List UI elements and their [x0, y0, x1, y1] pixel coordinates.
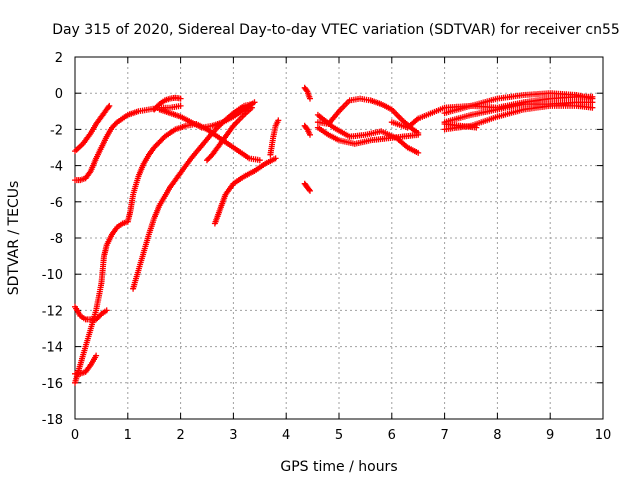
- series-t2: [72, 102, 184, 184]
- data-point-markers: [72, 121, 263, 386]
- grid-lines: [75, 57, 603, 419]
- data-point-markers: [314, 95, 422, 136]
- data-point-markers: [151, 94, 184, 113]
- data-point-markers: [72, 303, 110, 323]
- series-t9: [211, 155, 279, 227]
- y-tick-label: -2: [50, 123, 63, 138]
- series-t13: [301, 122, 313, 138]
- data-point-markers: [267, 117, 282, 158]
- series-t22: [441, 102, 596, 133]
- data-series: [72, 84, 596, 386]
- series-t10: [204, 104, 255, 164]
- x-tick-label: 2: [176, 428, 184, 443]
- x-axis: 0 1 2 3 4 5 6 7 8 9 10: [71, 57, 611, 443]
- data-point-markers: [204, 104, 255, 164]
- series-t3: [72, 303, 110, 323]
- series-t4: [72, 121, 263, 386]
- chart-title: Day 315 of 2020, Sidereal Day-to-day VTE…: [52, 22, 620, 38]
- data-point-markers: [72, 102, 184, 184]
- series-t5: [72, 352, 100, 377]
- x-axis-label: GPS time / hours: [280, 459, 397, 475]
- series-t1: [72, 102, 113, 155]
- y-tick-label: -12: [42, 304, 63, 319]
- y-tick-label: -4: [50, 160, 63, 175]
- x-tick-label: 0: [71, 428, 79, 443]
- y-tick-label: -8: [50, 232, 63, 247]
- x-tick-label: 1: [124, 428, 132, 443]
- series-t12: [301, 84, 313, 102]
- y-tick-label: -14: [42, 341, 63, 356]
- y-tick-label: 2: [55, 51, 63, 66]
- y-axis: -18 -16 -14 -12 -10 -8 -6 -4 -2 0 2: [42, 51, 603, 428]
- y-tick-label: -16: [42, 377, 63, 392]
- y-axis-label: SDTVAR / TECUs: [6, 181, 22, 296]
- data-point-markers: [441, 90, 596, 117]
- x-tick-label: 10: [595, 428, 612, 443]
- x-tick-label: 5: [335, 428, 343, 443]
- x-tick-label: 3: [229, 428, 237, 443]
- y-tick-label: 0: [55, 87, 63, 102]
- series-t14: [301, 180, 313, 194]
- series-t19: [441, 90, 596, 117]
- x-tick-label: 4: [282, 428, 290, 443]
- x-tick-label: 8: [493, 428, 501, 443]
- data-point-markers: [156, 99, 258, 131]
- data-point-markers: [72, 352, 100, 377]
- series-t15: [314, 95, 422, 136]
- data-point-markers: [301, 122, 313, 138]
- y-tick-label: -10: [42, 268, 63, 283]
- series-t7: [151, 94, 184, 113]
- series-t8: [156, 99, 258, 131]
- x-tick-label: 7: [440, 428, 448, 443]
- series-t11: [267, 117, 282, 158]
- series-t17: [314, 111, 422, 156]
- y-tick-label: -6: [50, 196, 63, 211]
- y-tick-label: -18: [42, 413, 63, 428]
- data-point-markers: [211, 155, 279, 227]
- data-point-markers: [301, 180, 313, 194]
- x-tick-label: 9: [546, 428, 554, 443]
- data-point-markers: [441, 102, 596, 133]
- data-point-markers: [72, 102, 113, 155]
- x-tick-label: 6: [388, 428, 396, 443]
- data-point-markers: [314, 111, 422, 156]
- data-point-markers: [301, 84, 313, 102]
